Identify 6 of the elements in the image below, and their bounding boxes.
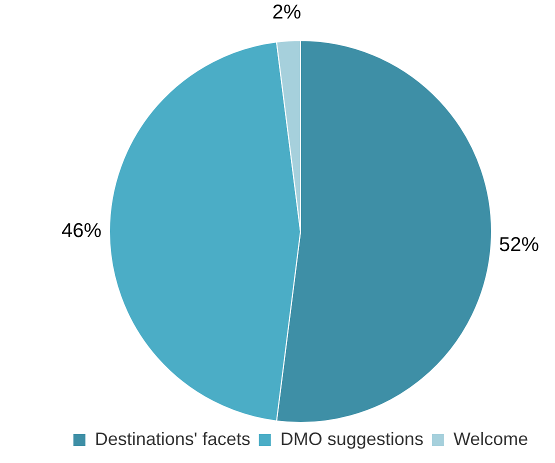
legend-label: DMO suggestions (280, 428, 424, 449)
legend-label: Destinations' facets (94, 428, 250, 449)
data-label: 2% (272, 1, 302, 24)
legend-label: Welcome (453, 428, 528, 449)
data-label: 52% (499, 234, 540, 256)
data-label: 46% (61, 220, 102, 242)
